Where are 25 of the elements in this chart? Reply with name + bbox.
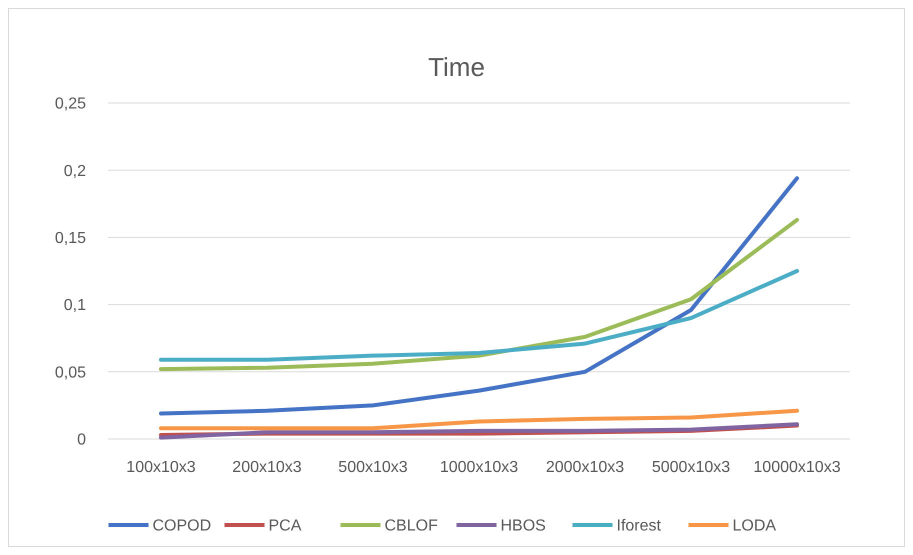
line-series — [159, 422, 799, 440]
line-series — [159, 269, 799, 362]
y-tick-label: 0,2 — [64, 162, 86, 180]
y-tick-label: 0,15 — [54, 230, 86, 247]
line-series — [159, 218, 799, 372]
x-tick-label: 200x10x3 — [232, 459, 302, 476]
y-tick-label: 0,05 — [54, 364, 86, 382]
y-tick-label: 0,1 — [64, 297, 86, 314]
line-series — [159, 408, 799, 430]
y-tick-label: 0 — [77, 432, 86, 449]
legend-label: LODA — [732, 518, 776, 535]
line-series — [159, 176, 799, 416]
legend-label: CBLOF — [384, 518, 438, 535]
legend-label: HBOS — [500, 518, 546, 535]
legend-label: PCA — [268, 518, 302, 535]
legend-label: COPOD — [152, 518, 212, 535]
x-tick-label: 100x10x3 — [126, 459, 196, 476]
x-tick-label: 2000x10x3 — [546, 459, 624, 476]
x-tick-label: 10000x10x3 — [753, 459, 841, 476]
chart-title: Time — [428, 52, 485, 82]
x-tick-label: 500x10x3 — [338, 459, 408, 476]
x-tick-label: 1000x10x3 — [440, 459, 518, 476]
legend-label: Iforest — [616, 518, 662, 535]
y-tick-label: 0,25 — [54, 96, 86, 113]
x-tick-label: 5000x10x3 — [652, 459, 730, 476]
